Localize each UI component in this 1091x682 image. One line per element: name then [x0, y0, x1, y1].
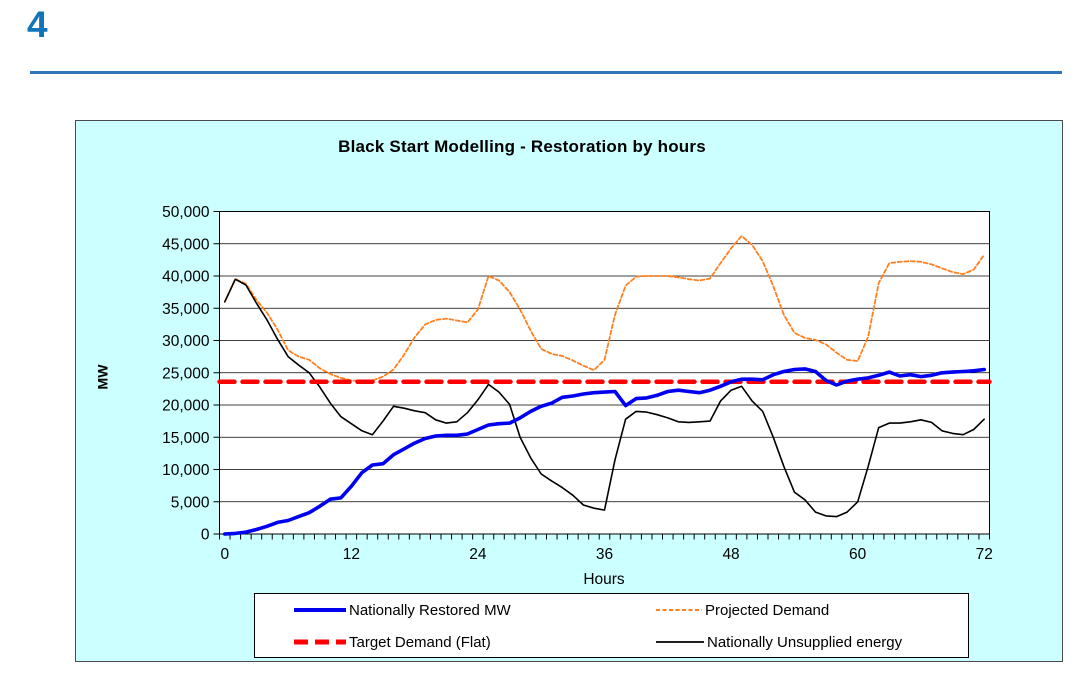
y-tick-label: 5,000	[171, 494, 210, 511]
header-rule	[30, 71, 1062, 74]
legend-label: Nationally Unsupplied energy	[707, 633, 903, 651]
x-tick-label: 12	[343, 546, 360, 563]
y-tick-label: 0	[201, 527, 210, 544]
chart-area: 0 5,000 10,000 15,000 20,000 25,000 30,000 35,0…	[75, 120, 1063, 662]
y-tick-label: 35,000	[162, 301, 210, 318]
projected-line-sample-icon	[656, 609, 702, 611]
target-line-sample-icon	[294, 639, 346, 645]
y-tick-label: 40,000	[162, 269, 210, 286]
legend: Nationally Restored MW Projected Demand …	[254, 593, 969, 658]
x-tick-label: 60	[849, 546, 867, 563]
y-tick-label: 20,000	[162, 398, 210, 415]
legend-label: Projected Demand	[705, 601, 830, 619]
y-tick-label: 25,000	[162, 365, 210, 382]
y-axis-title: MW	[94, 364, 111, 390]
x-tick-label: 48	[722, 546, 739, 563]
x-tick-label: 36	[596, 546, 613, 563]
y-tick-label: 10,000	[162, 462, 210, 479]
slide-number: 4	[27, 4, 48, 45]
x-axis-title: Hours	[583, 571, 625, 588]
x-tick-label: 24	[469, 546, 487, 563]
x-tick-label: 0	[220, 546, 229, 563]
legend-entry-target: Target Demand (Flat)	[293, 631, 491, 653]
y-tick-label: 30,000	[162, 333, 210, 350]
series-line-0	[223, 367, 987, 536]
x-tick-label: 72	[976, 546, 993, 563]
legend-label: Nationally Restored MW	[349, 601, 511, 619]
legend-entry-restored: Nationally Restored MW	[293, 599, 511, 621]
y-tick-label: 15,000	[162, 430, 210, 447]
restored-line-sample-icon	[294, 608, 346, 612]
legend-label: Target Demand (Flat)	[349, 633, 491, 651]
y-tick-label: 45,000	[162, 236, 210, 253]
legend-entry-projected: Projected Demand	[655, 599, 829, 621]
series-line-3	[224, 278, 986, 518]
unsupplied-line-sample-icon	[656, 641, 704, 643]
legend-entry-unsupplied: Nationally Unsupplied energy	[655, 631, 902, 653]
plot-canvas: 0 5,000 10,000 15,000 20,000 25,000 30,000 35,0…	[162, 204, 993, 563]
y-tick-label: 50,000	[162, 204, 210, 221]
chart-title: Black Start Modelling - Restoration by h…	[338, 137, 706, 156]
